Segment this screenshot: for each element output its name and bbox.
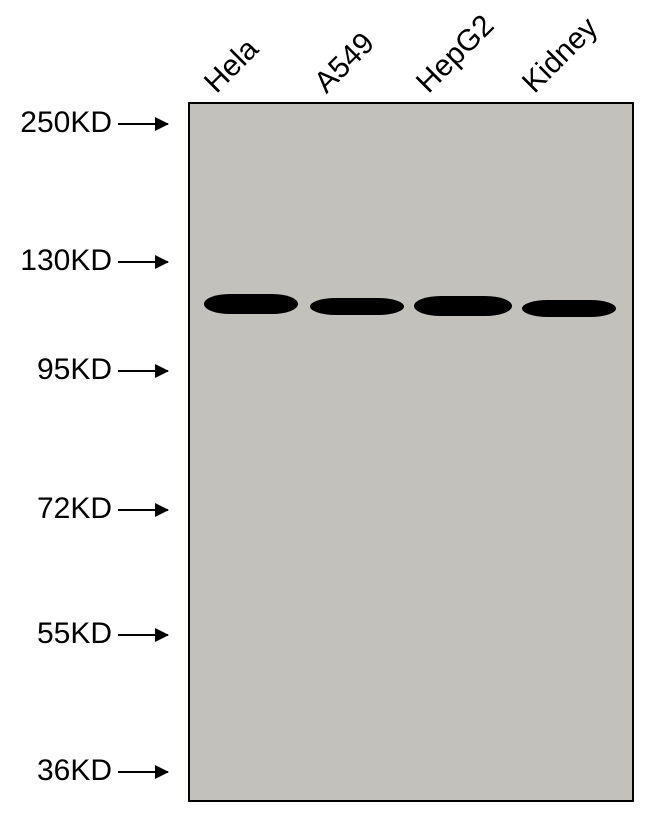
mw-marker-label: 95KD: [37, 353, 112, 387]
lane-label: A549: [308, 26, 382, 100]
protein-band: [204, 294, 298, 314]
mw-marker-label: 55KD: [37, 617, 112, 651]
lane-label: Kidney: [516, 11, 605, 100]
protein-band: [522, 300, 616, 317]
lane-label: HepG2: [410, 9, 501, 100]
mw-marker-arrow: [118, 634, 168, 636]
mw-marker-label: 250KD: [20, 106, 112, 140]
mw-marker-arrow: [118, 509, 168, 511]
mw-marker-label: 36KD: [37, 754, 112, 788]
mw-marker-arrow: [118, 771, 168, 773]
mw-marker-label: 72KD: [37, 492, 112, 526]
protein-band: [310, 298, 404, 315]
mw-marker-label: 130KD: [20, 244, 112, 278]
western-blot-figure: 250KD 130KD 95KD 72KD 55KD 36KD Hela A549 HepG2K…: [0, 0, 650, 813]
mw-marker-arrow: [118, 370, 168, 372]
protein-band: [414, 296, 512, 316]
mw-marker-arrow: [118, 261, 168, 263]
lane-label: Hela: [198, 32, 266, 100]
mw-marker-arrow: [118, 123, 168, 125]
blot-membrane: [188, 102, 634, 802]
